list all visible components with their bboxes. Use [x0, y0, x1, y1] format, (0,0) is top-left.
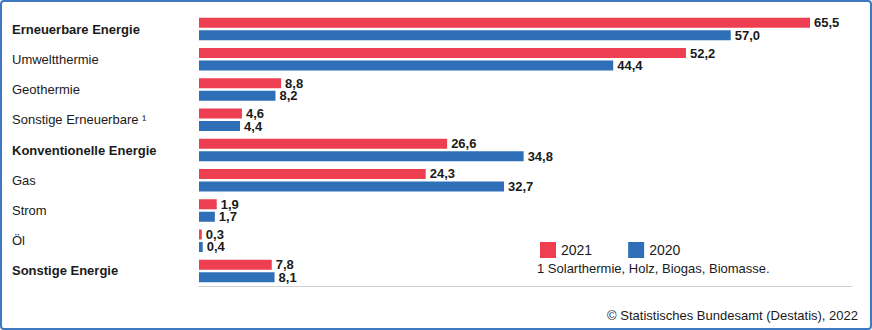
svg-text:8,2: 8,2 — [279, 88, 297, 103]
svg-text:0,3: 0,3 — [205, 226, 224, 242]
svg-text:65,5: 65,5 — [814, 15, 839, 30]
svg-text:1,7: 1,7 — [219, 209, 237, 224]
svg-text:44,4: 44,4 — [617, 58, 643, 73]
svg-text:2021: 2021 — [561, 242, 592, 258]
svg-text:24,3: 24,3 — [430, 166, 455, 181]
svg-text:Sonstige Erneuerbare ¹: Sonstige Erneuerbare ¹ — [12, 112, 147, 127]
svg-text:Erneuerbare Energie: Erneuerbare Energie — [12, 22, 140, 37]
svg-text:8,8: 8,8 — [285, 75, 304, 91]
svg-text:52,2: 52,2 — [690, 46, 715, 61]
svg-text:1 Solarthermie, Holz, Biogas,: 1 Solarthermie, Holz, Biogas, Biomasse. — [537, 261, 770, 276]
svg-text:32,7: 32,7 — [508, 179, 533, 194]
svg-text:Konventionelle Energie: Konventionelle Energie — [12, 143, 156, 158]
svg-text:Öl: Öl — [12, 233, 25, 248]
svg-text:© Statistisches Bundesamt (Des: © Statistisches Bundesamt (Destatis), 20… — [607, 308, 858, 323]
svg-text:Umweltthermie: Umweltthermie — [12, 52, 99, 67]
svg-text:57,0: 57,0 — [735, 28, 760, 43]
svg-text:Gas: Gas — [12, 173, 36, 188]
svg-text:Geothermie: Geothermie — [12, 82, 80, 97]
svg-text:4,6: 4,6 — [245, 106, 264, 121]
svg-text:2020: 2020 — [649, 242, 680, 258]
svg-text:4,4: 4,4 — [244, 119, 263, 134]
svg-text:0,4: 0,4 — [207, 239, 226, 254]
svg-text:8,1: 8,1 — [279, 270, 297, 285]
svg-text:1,9: 1,9 — [220, 196, 239, 212]
svg-text:7,8: 7,8 — [275, 257, 294, 273]
svg-text:34,8: 34,8 — [528, 149, 553, 164]
svg-text:Strom: Strom — [12, 203, 47, 218]
svg-text:26,6: 26,6 — [451, 136, 476, 151]
svg-text:Sonstige Energie: Sonstige Energie — [12, 263, 118, 278]
